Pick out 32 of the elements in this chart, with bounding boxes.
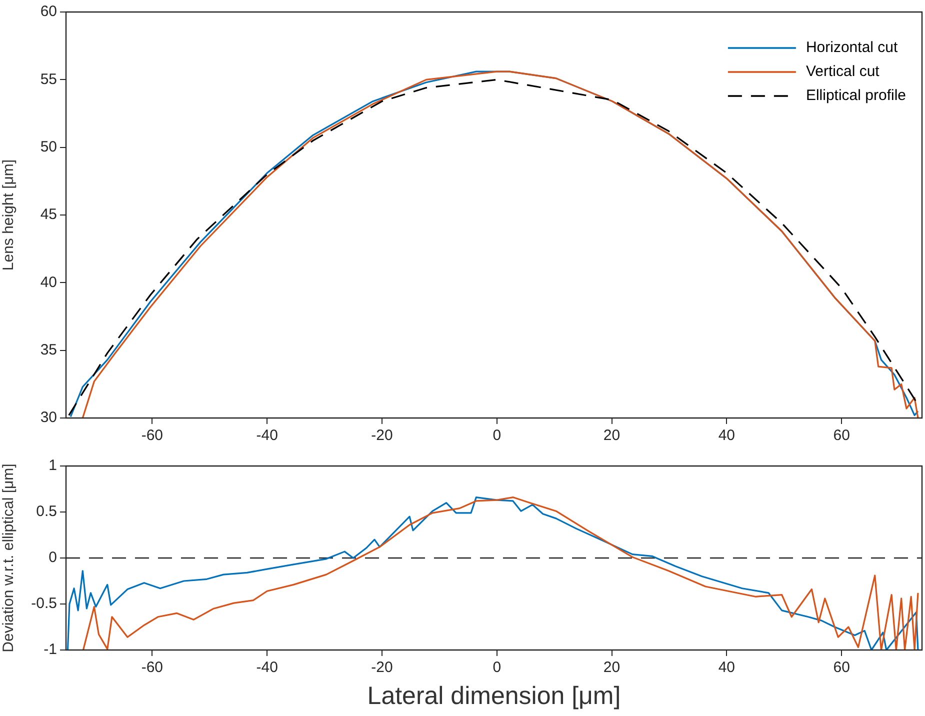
x-tick-label: -60 <box>141 659 164 676</box>
x-tick-label: 20 <box>603 427 620 444</box>
x-axis-title: Lateral dimension [μm] <box>367 682 621 710</box>
y-tick-label: 0 <box>48 549 57 566</box>
x-tick-label: -40 <box>256 659 278 676</box>
y-tick-label: -1 <box>44 641 57 658</box>
y-axis-title: Deviation w.r.t. elliptical [μm] <box>0 464 18 652</box>
x-tick-label: -20 <box>371 659 393 676</box>
y-tick-label: 45 <box>40 206 57 224</box>
y-axis-title: Lens height [μm] <box>0 159 18 271</box>
x-tick-label: 0 <box>492 427 502 444</box>
y-tick-label: 35 <box>40 341 57 358</box>
x-tick-label: 40 <box>718 427 736 444</box>
y-tick-label: 30 <box>40 409 57 426</box>
y-tick-label: 50 <box>40 138 57 156</box>
x-tick-label: 60 <box>833 659 850 676</box>
legend-label: Elliptical profile <box>806 87 906 104</box>
legend-label: Horizontal cut <box>806 39 898 56</box>
x-tick-label: 40 <box>718 659 736 676</box>
x-tick-label: -60 <box>141 427 164 444</box>
x-tick-label: -40 <box>256 427 278 444</box>
y-tick-label: 55 <box>40 70 57 88</box>
x-tick-label: 0 <box>492 659 502 676</box>
legend-label: Vertical cut <box>806 63 880 80</box>
x-tick-label: 60 <box>833 427 850 444</box>
y-tick-label: 0.5 <box>36 503 57 520</box>
x-tick-label: 20 <box>603 659 620 676</box>
x-tick-label: -20 <box>371 427 393 444</box>
y-tick-label: -0.5 <box>31 595 57 612</box>
y-tick-label: 40 <box>40 274 57 291</box>
y-tick-label: 1 <box>48 457 57 474</box>
y-tick-label: 60 <box>40 3 57 20</box>
